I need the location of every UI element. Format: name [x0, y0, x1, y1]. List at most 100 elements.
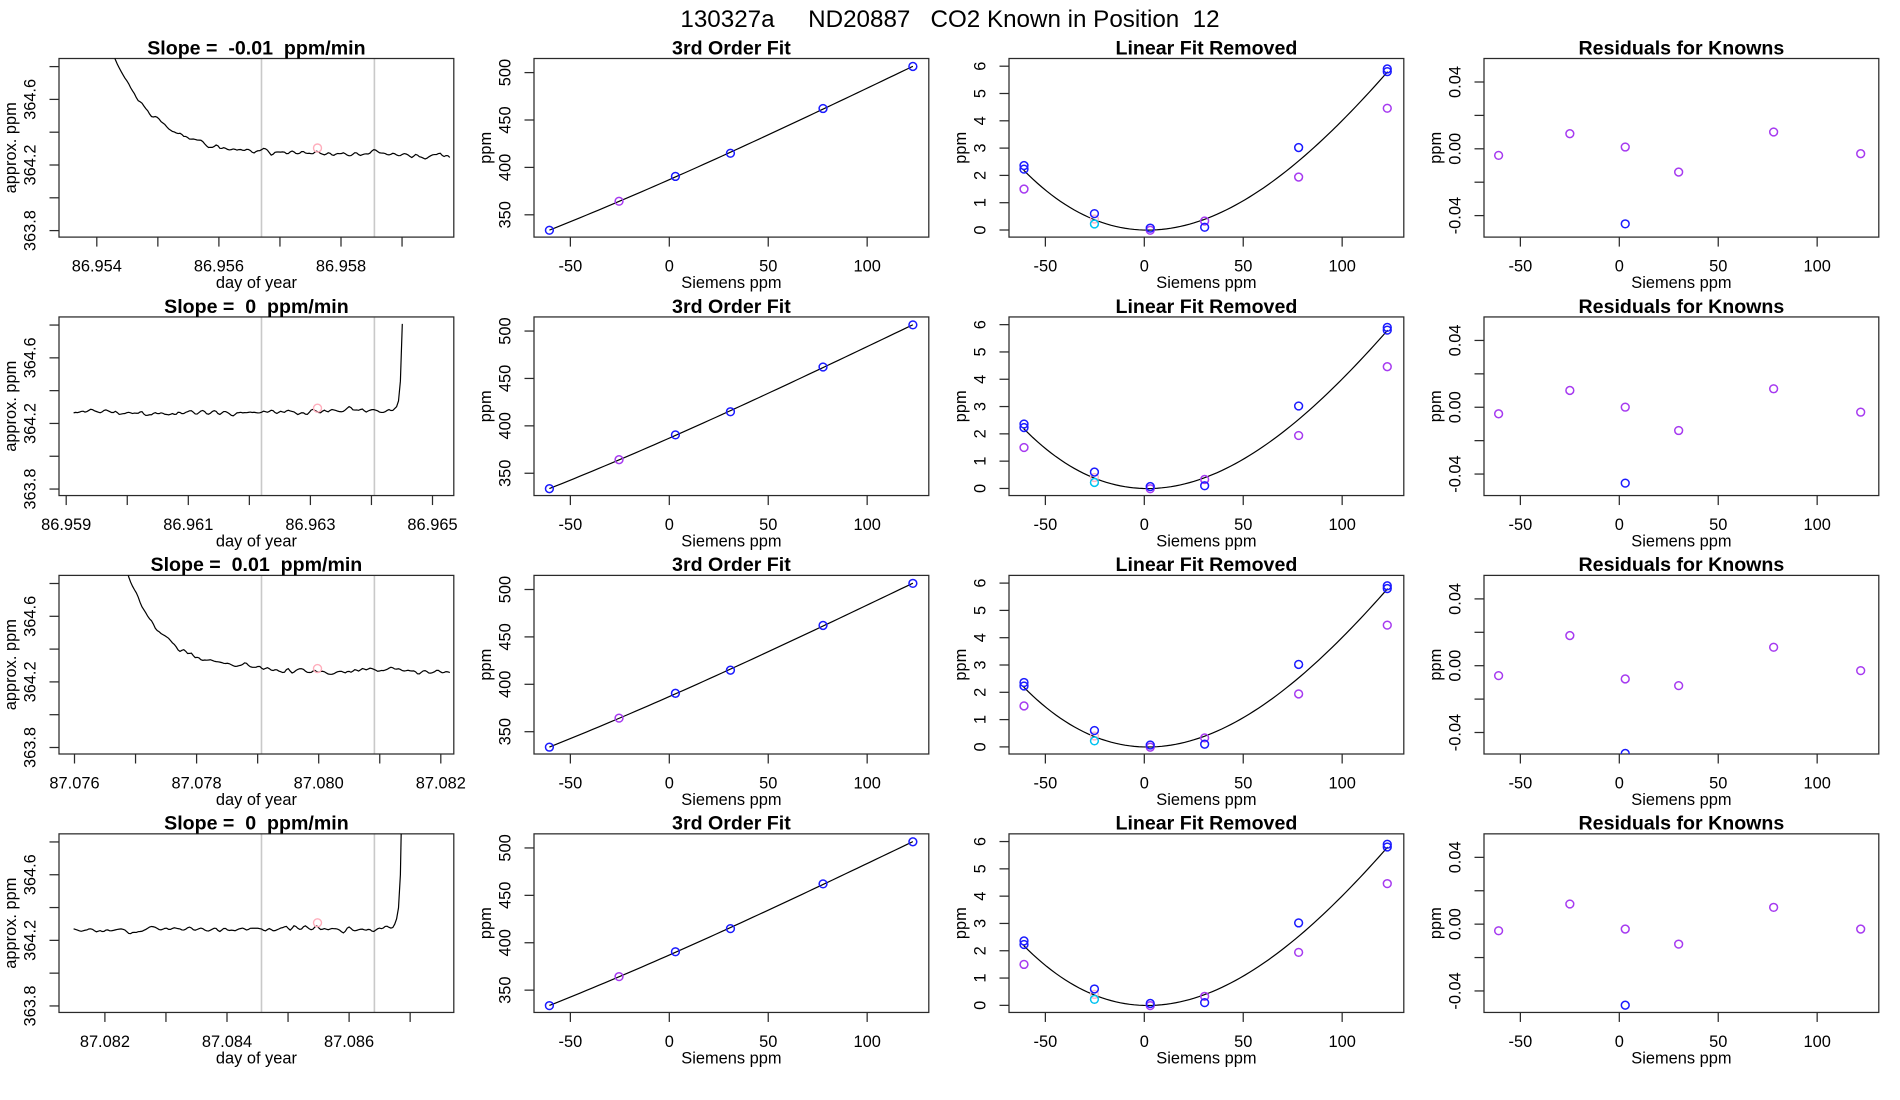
svg-text:500: 500	[497, 59, 515, 86]
svg-text:1: 1	[972, 973, 990, 982]
svg-text:-0.04: -0.04	[1447, 972, 1465, 1009]
svg-text:450: 450	[497, 882, 515, 909]
svg-text:ppm: ppm	[952, 649, 970, 681]
svg-text:Siemens ppm: Siemens ppm	[681, 791, 781, 809]
svg-text:400: 400	[497, 929, 515, 956]
svg-text:50: 50	[759, 516, 777, 534]
svg-text:4: 4	[972, 116, 990, 125]
svg-text:400: 400	[497, 412, 515, 439]
svg-text:364.2: 364.2	[22, 144, 40, 185]
svg-text:-50: -50	[1509, 1033, 1533, 1051]
svg-text:50: 50	[759, 775, 777, 793]
svg-text:ppm: ppm	[1427, 649, 1445, 681]
svg-text:100: 100	[853, 258, 880, 276]
svg-text:50: 50	[1234, 775, 1252, 793]
svg-text:350: 350	[497, 460, 515, 487]
svg-text:day of year: day of year	[216, 533, 298, 551]
svg-text:0: 0	[972, 225, 990, 234]
svg-text:0: 0	[1615, 516, 1624, 534]
svg-text:Linear Fit Removed: Linear Fit Removed	[1115, 296, 1297, 318]
svg-text:Siemens ppm: Siemens ppm	[1156, 1049, 1256, 1067]
svg-text:0.00: 0.00	[1447, 391, 1465, 423]
svg-text:50: 50	[1709, 258, 1727, 276]
svg-text:100: 100	[1328, 1033, 1355, 1051]
svg-text:-50: -50	[559, 258, 583, 276]
svg-text:4: 4	[972, 375, 990, 384]
svg-text:Siemens ppm: Siemens ppm	[681, 1049, 781, 1067]
svg-text:87.082: 87.082	[416, 775, 466, 793]
svg-text:0: 0	[972, 1001, 990, 1010]
svg-text:50: 50	[1234, 258, 1252, 276]
svg-text:0.04: 0.04	[1447, 583, 1465, 615]
svg-text:6: 6	[972, 62, 990, 71]
svg-text:1: 1	[972, 715, 990, 724]
svg-text:Siemens ppm: Siemens ppm	[681, 274, 781, 292]
svg-text:450: 450	[497, 365, 515, 392]
svg-text:approx. ppm: approx. ppm	[2, 619, 20, 710]
svg-text:87.084: 87.084	[202, 1033, 252, 1051]
svg-text:Siemens ppm: Siemens ppm	[1631, 274, 1731, 292]
svg-text:3: 3	[972, 660, 990, 669]
svg-text:86.961: 86.961	[163, 516, 213, 534]
svg-text:0.04: 0.04	[1447, 841, 1465, 873]
svg-text:100: 100	[853, 516, 880, 534]
svg-text:86.954: 86.954	[72, 258, 122, 276]
svg-text:50: 50	[759, 1033, 777, 1051]
svg-text:ppm: ppm	[477, 390, 495, 422]
svg-text:364.6: 364.6	[22, 337, 40, 378]
svg-text:100: 100	[1803, 1033, 1830, 1051]
svg-text:363.8: 363.8	[22, 469, 40, 510]
svg-text:0: 0	[665, 516, 674, 534]
svg-text:approx. ppm: approx. ppm	[2, 361, 20, 452]
svg-text:-50: -50	[1034, 1033, 1058, 1051]
svg-text:87.078: 87.078	[172, 775, 222, 793]
svg-text:-50: -50	[1509, 258, 1533, 276]
svg-text:Residuals for Knowns: Residuals for Knowns	[1579, 296, 1785, 318]
svg-text:364.6: 364.6	[22, 596, 40, 637]
svg-text:5: 5	[972, 347, 990, 356]
svg-text:6: 6	[972, 320, 990, 329]
svg-text:-50: -50	[559, 516, 583, 534]
svg-text:Residuals for Knowns: Residuals for Knowns	[1579, 554, 1785, 576]
svg-text:-0.04: -0.04	[1447, 197, 1465, 234]
svg-text:ppm: ppm	[477, 907, 495, 939]
svg-text:3: 3	[972, 919, 990, 928]
svg-text:1: 1	[972, 457, 990, 466]
svg-text:50: 50	[1709, 775, 1727, 793]
svg-text:day of year: day of year	[216, 1049, 298, 1067]
svg-text:approx. ppm: approx. ppm	[2, 102, 20, 193]
svg-text:100: 100	[1803, 258, 1830, 276]
svg-text:Linear Fit Removed: Linear Fit Removed	[1115, 37, 1297, 59]
svg-text:0: 0	[665, 258, 674, 276]
svg-text:day of year: day of year	[216, 274, 298, 292]
svg-text:Linear Fit Removed: Linear Fit Removed	[1115, 813, 1297, 835]
svg-text:0.00: 0.00	[1447, 650, 1465, 682]
svg-text:ppm: ppm	[952, 390, 970, 422]
svg-text:0: 0	[1140, 516, 1149, 534]
svg-text:day of year: day of year	[216, 791, 298, 809]
svg-text:0.00: 0.00	[1447, 133, 1465, 165]
svg-text:Slope = 0 ppm/min: Slope = 0 ppm/min	[164, 813, 349, 835]
svg-text:Siemens ppm: Siemens ppm	[1631, 533, 1731, 551]
svg-text:0.04: 0.04	[1447, 66, 1465, 98]
svg-text:Residuals for Knowns: Residuals for Knowns	[1579, 37, 1785, 59]
svg-text:Slope = 0 ppm/min: Slope = 0 ppm/min	[164, 296, 349, 318]
svg-text:86.956: 86.956	[194, 258, 244, 276]
svg-text:87.080: 87.080	[294, 775, 344, 793]
svg-text:364.2: 364.2	[22, 920, 40, 961]
svg-text:86.965: 86.965	[407, 516, 457, 534]
svg-text:3: 3	[972, 402, 990, 411]
svg-text:Slope = 0.01 ppm/min: Slope = 0.01 ppm/min	[151, 554, 363, 576]
svg-text:ppm: ppm	[1427, 390, 1445, 422]
svg-text:ppm: ppm	[952, 907, 970, 939]
svg-text:-50: -50	[1034, 516, 1058, 534]
svg-text:364.2: 364.2	[22, 403, 40, 444]
svg-text:0: 0	[1615, 775, 1624, 793]
svg-text:363.8: 363.8	[22, 210, 40, 251]
svg-text:Slope = -0.01 ppm/min: Slope = -0.01 ppm/min	[147, 37, 365, 59]
svg-text:86.959: 86.959	[41, 516, 91, 534]
svg-text:3rd Order Fit: 3rd Order Fit	[672, 813, 791, 835]
svg-text:50: 50	[1234, 516, 1252, 534]
svg-text:500: 500	[497, 317, 515, 344]
svg-text:5: 5	[972, 606, 990, 615]
